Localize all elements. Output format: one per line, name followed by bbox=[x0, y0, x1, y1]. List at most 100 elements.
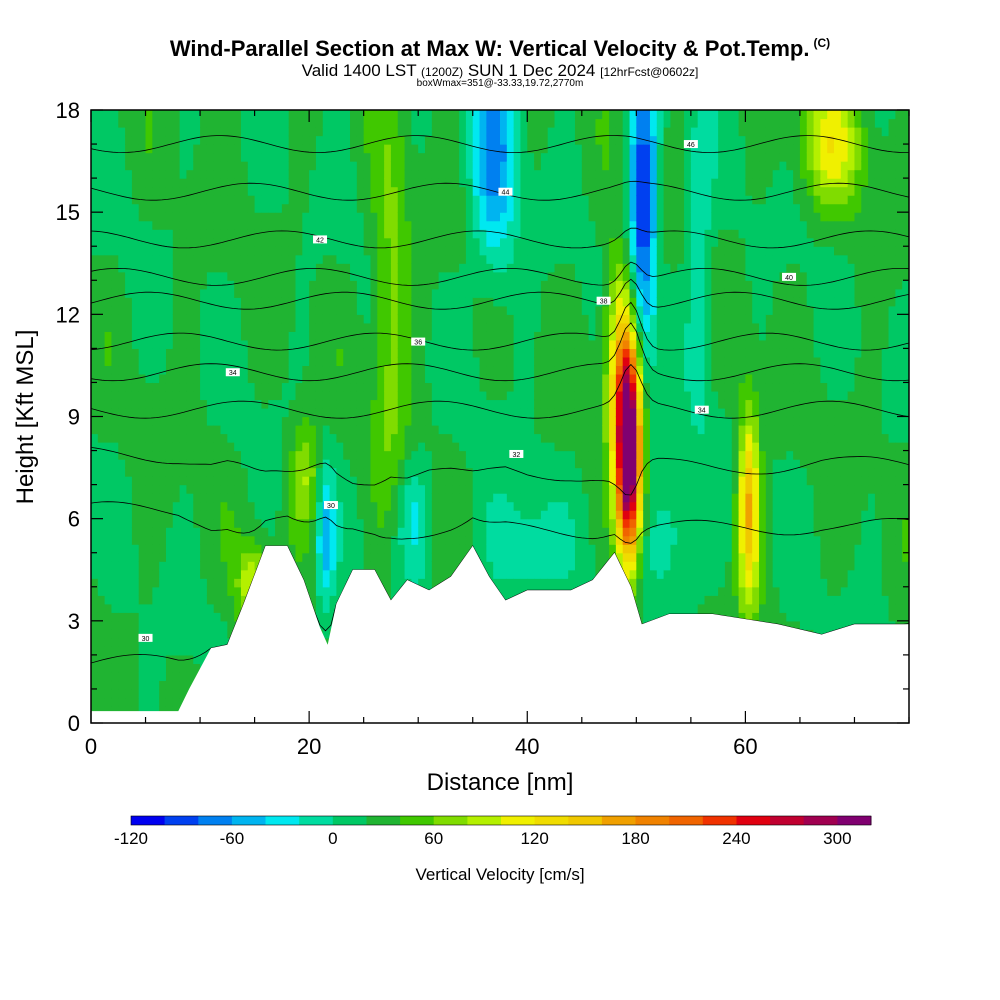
velocity-cell bbox=[315, 578, 324, 588]
velocity-cell bbox=[425, 127, 433, 137]
velocity-cell bbox=[390, 382, 399, 392]
velocity-cell bbox=[234, 407, 242, 418]
velocity-cell bbox=[145, 637, 153, 647]
velocity-cell bbox=[452, 450, 460, 460]
velocity-cell bbox=[343, 382, 351, 392]
velocity-cell bbox=[193, 416, 201, 426]
velocity-cell bbox=[254, 203, 263, 213]
velocity-cell bbox=[275, 510, 283, 520]
velocity-cell bbox=[261, 152, 269, 162]
velocity-cell bbox=[295, 144, 303, 154]
velocity-cell bbox=[547, 382, 556, 392]
velocity-cell bbox=[247, 229, 256, 239]
velocity-cell bbox=[104, 459, 113, 469]
velocity-cell bbox=[275, 263, 283, 273]
velocity-cell bbox=[165, 237, 174, 247]
velocity-cell bbox=[418, 195, 426, 205]
velocity-cell bbox=[179, 118, 188, 128]
velocity-cell bbox=[418, 161, 426, 171]
velocity-cell bbox=[295, 212, 303, 222]
velocity-cell bbox=[302, 390, 310, 401]
velocity-cell bbox=[295, 467, 303, 477]
velocity-cell bbox=[438, 144, 447, 154]
velocity-cell bbox=[329, 544, 337, 554]
velocity-cell bbox=[281, 356, 290, 367]
velocity-cell bbox=[104, 195, 113, 205]
velocity-cell bbox=[186, 527, 194, 537]
velocity-cell bbox=[152, 407, 160, 418]
velocity-cell bbox=[363, 229, 372, 239]
velocity-cell bbox=[234, 527, 242, 537]
velocity-cell bbox=[165, 280, 174, 290]
velocity-cell bbox=[404, 552, 412, 562]
velocity-cell bbox=[138, 484, 147, 494]
velocity-cell bbox=[363, 552, 372, 562]
velocity-cell bbox=[186, 186, 194, 196]
velocity-cell bbox=[193, 535, 201, 545]
velocity-cell bbox=[138, 671, 147, 682]
velocity-cell bbox=[111, 348, 119, 358]
velocity-cell bbox=[336, 144, 344, 154]
velocity-cell bbox=[459, 450, 467, 460]
velocity-cell bbox=[179, 663, 188, 673]
velocity-cell bbox=[104, 595, 113, 605]
velocity-cell bbox=[261, 331, 269, 341]
velocity-cell bbox=[486, 467, 494, 477]
velocity-cell bbox=[350, 161, 358, 171]
velocity-cell bbox=[397, 118, 406, 128]
velocity-cell bbox=[295, 365, 303, 375]
velocity-cell bbox=[479, 339, 487, 349]
velocity-cell bbox=[452, 544, 460, 554]
velocity-cell bbox=[268, 535, 276, 545]
velocity-cell bbox=[370, 331, 378, 341]
velocity-cell bbox=[445, 110, 453, 120]
velocity-cell bbox=[200, 569, 208, 579]
velocity-cell bbox=[418, 382, 426, 392]
velocity-cell bbox=[193, 280, 201, 290]
velocity-cell bbox=[363, 467, 372, 477]
velocity-cell bbox=[520, 110, 528, 120]
velocity-cell bbox=[479, 484, 487, 494]
velocity-cell bbox=[261, 407, 269, 418]
velocity-cell bbox=[343, 263, 351, 273]
velocity-cell bbox=[104, 271, 113, 281]
velocity-cell bbox=[425, 254, 433, 264]
velocity-cell bbox=[145, 433, 153, 443]
velocity-cell bbox=[493, 271, 501, 281]
velocity-cell bbox=[240, 246, 249, 256]
velocity-cell bbox=[377, 212, 385, 222]
velocity-cell bbox=[336, 135, 344, 145]
velocity-cell bbox=[493, 195, 501, 205]
velocity-cell bbox=[91, 654, 99, 664]
velocity-cell bbox=[240, 484, 249, 494]
velocity-cell bbox=[547, 254, 556, 264]
velocity-cell bbox=[547, 297, 556, 307]
velocity-cell bbox=[234, 161, 242, 171]
velocity-cell bbox=[370, 322, 378, 332]
velocity-cell bbox=[486, 118, 494, 128]
velocity-cell bbox=[513, 263, 522, 273]
velocity-cell bbox=[322, 425, 331, 435]
velocity-cell bbox=[275, 459, 283, 469]
velocity-cell bbox=[527, 425, 535, 435]
velocity-cell bbox=[377, 416, 385, 426]
velocity-cell bbox=[131, 348, 140, 358]
velocity-cell bbox=[452, 195, 460, 205]
velocity-cell bbox=[513, 331, 522, 341]
velocity-cell bbox=[554, 442, 562, 452]
velocity-cell bbox=[295, 399, 303, 409]
velocity-cell bbox=[159, 339, 167, 349]
velocity-cell bbox=[91, 212, 99, 222]
velocity-cell bbox=[131, 697, 140, 707]
velocity-cell bbox=[254, 271, 263, 281]
velocity-cell bbox=[486, 501, 494, 511]
velocity-cell bbox=[445, 195, 453, 205]
velocity-cell bbox=[431, 518, 440, 528]
velocity-cell bbox=[322, 246, 331, 256]
velocity-cell bbox=[145, 663, 153, 673]
velocity-cell bbox=[309, 595, 317, 605]
velocity-cell bbox=[288, 280, 297, 290]
velocity-cell bbox=[125, 467, 133, 477]
velocity-cell bbox=[97, 356, 106, 367]
velocity-cell bbox=[152, 416, 160, 426]
